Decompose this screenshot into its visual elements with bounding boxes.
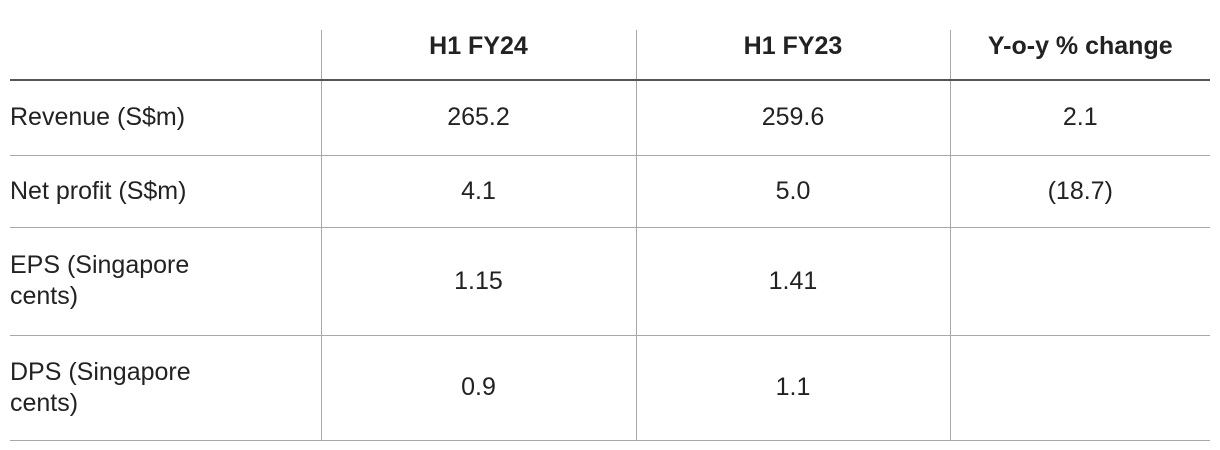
column-header: H1 FY24	[320, 30, 636, 81]
table-row: DPS (Singapore cents) 0.9 1.1	[10, 335, 1210, 441]
value-cell: 0.9	[320, 335, 636, 441]
value-cell: 1.15	[320, 227, 636, 336]
row-label-text: Revenue (S$m)	[10, 103, 186, 132]
value-cell: (18.7)	[949, 155, 1210, 228]
row-label-text: DPS (Singapore cents)	[10, 357, 191, 417]
results-table: H1 FY24 H1 FY23 Y-o-y % change Revenue (S$…	[10, 30, 1210, 441]
value-cell: 265.2	[320, 80, 636, 156]
value-cell: 5.0	[635, 155, 950, 228]
row-label: EPS (Singapore cents)	[10, 227, 321, 336]
row-label: Net profit (S$m)	[10, 155, 321, 228]
value-cell: 2.1	[949, 80, 1210, 156]
table-row: Net profit (S$m) 4.1 5.0 (18.7)	[10, 155, 1210, 228]
row-label-text: EPS (Singapore cents)	[10, 251, 190, 310]
table-body: Revenue (S$m) 265.2 259.6 2.1 Net profit (S$…	[10, 80, 1210, 441]
table-row: EPS (Singapore cents) 1.15 1.41	[10, 227, 1210, 336]
value-cell: 4.1	[320, 155, 636, 228]
value-cell: 259.6	[635, 80, 950, 156]
column-header: H1 FY23	[635, 30, 950, 81]
table-row: Revenue (S$m) 265.2 259.6 2.1	[10, 80, 1210, 156]
header-row: H1 FY24 H1 FY23 Y-o-y % change	[10, 30, 1210, 81]
column-header: Y-o-y % change	[949, 30, 1210, 81]
row-label: DPS (Singapore cents)	[10, 335, 321, 441]
empty-cell	[949, 335, 1210, 441]
row-label-text: Net profit (S$m)	[10, 176, 187, 205]
value-cell: 1.41	[635, 227, 950, 336]
row-label: Revenue (S$m)	[10, 80, 321, 156]
empty-cell	[949, 227, 1210, 336]
value-cell: 1.1	[635, 335, 950, 441]
corner-cell	[10, 30, 321, 81]
